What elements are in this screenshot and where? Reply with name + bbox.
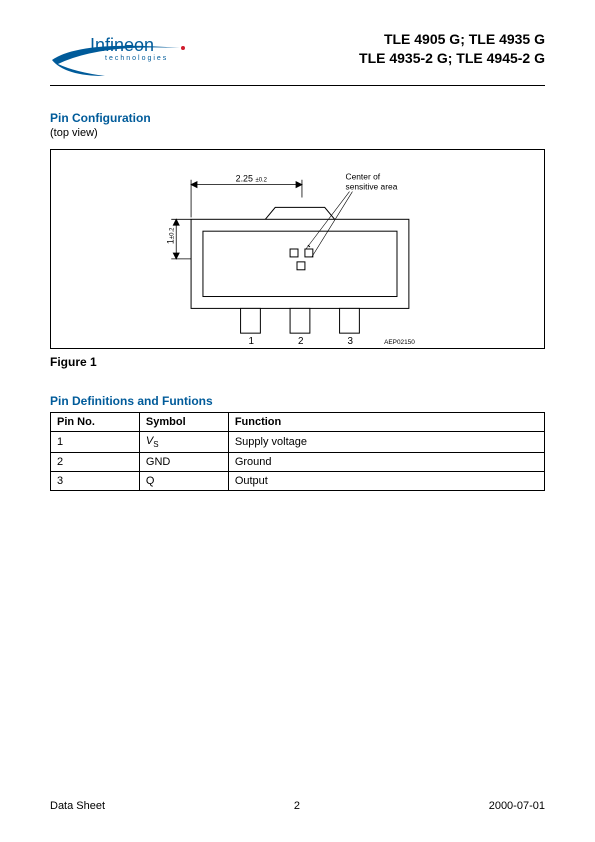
pin-definitions-table: Pin No. Symbol Function 1 VS Supply volt… [50, 412, 545, 491]
table-row: 3 Q Output [51, 472, 545, 491]
header: Infineon technologies TLE 4905 G; TLE 49… [50, 30, 545, 86]
center-label-2: sensitive area [346, 182, 398, 192]
title-line-1: TLE 4905 G; TLE 4935 G [359, 30, 545, 49]
title-line-2: TLE 4935-2 G; TLE 4945-2 G [359, 49, 545, 68]
table-header-row: Pin No. Symbol Function [51, 413, 545, 432]
cell-symbol: GND [139, 453, 228, 472]
pin-diagram-container: 2.25 ±0.2 1±0.2 Center of sensitive area… [50, 149, 545, 349]
pin-label-2: 2 [298, 336, 304, 347]
figure-label: Figure 1 [50, 355, 545, 369]
cell-function: Supply voltage [228, 432, 544, 453]
pin-def-heading: Pin Definitions and Funtions [50, 394, 545, 408]
cell-pin-no: 1 [51, 432, 140, 453]
table-row: 2 GND Ground [51, 453, 545, 472]
dim-vertical: 1±0.2 [165, 228, 175, 244]
page: Infineon technologies TLE 4905 G; TLE 49… [0, 0, 595, 842]
pin-config-subtitle: (top view) [50, 127, 545, 139]
infineon-logo: Infineon technologies [50, 30, 200, 75]
center-label-1: Center of [346, 172, 381, 182]
product-titles: TLE 4905 G; TLE 4935 G TLE 4935-2 G; TLE… [359, 30, 545, 68]
pin-label-3: 3 [347, 336, 353, 347]
cell-symbol: Q [139, 472, 228, 491]
footer: Data Sheet 2 2000-07-01 [50, 800, 545, 812]
col-symbol: Symbol [139, 413, 228, 432]
dim-horizontal: 2.25 ±0.2 [236, 174, 267, 184]
logo-subtext: technologies [105, 55, 168, 62]
drawing-number: AEP02150 [384, 339, 415, 346]
logo-text: Infineon [90, 35, 154, 56]
pin-label-1: 1 [248, 336, 254, 347]
footer-date: 2000-07-01 [489, 800, 545, 812]
cell-symbol: VS [139, 432, 228, 453]
pin-config-heading: Pin Configuration [50, 111, 545, 125]
table-row: 1 VS Supply voltage [51, 432, 545, 453]
footer-page-number: 2 [294, 800, 300, 812]
cell-pin-no: 3 [51, 472, 140, 491]
col-pin-no: Pin No. [51, 413, 140, 432]
pin-diagram-svg: 2.25 ±0.2 1±0.2 Center of sensitive area… [51, 150, 544, 348]
cell-function: Ground [228, 453, 544, 472]
cell-function: Output [228, 472, 544, 491]
footer-left: Data Sheet [50, 800, 105, 812]
col-function: Function [228, 413, 544, 432]
cell-pin-no: 2 [51, 453, 140, 472]
